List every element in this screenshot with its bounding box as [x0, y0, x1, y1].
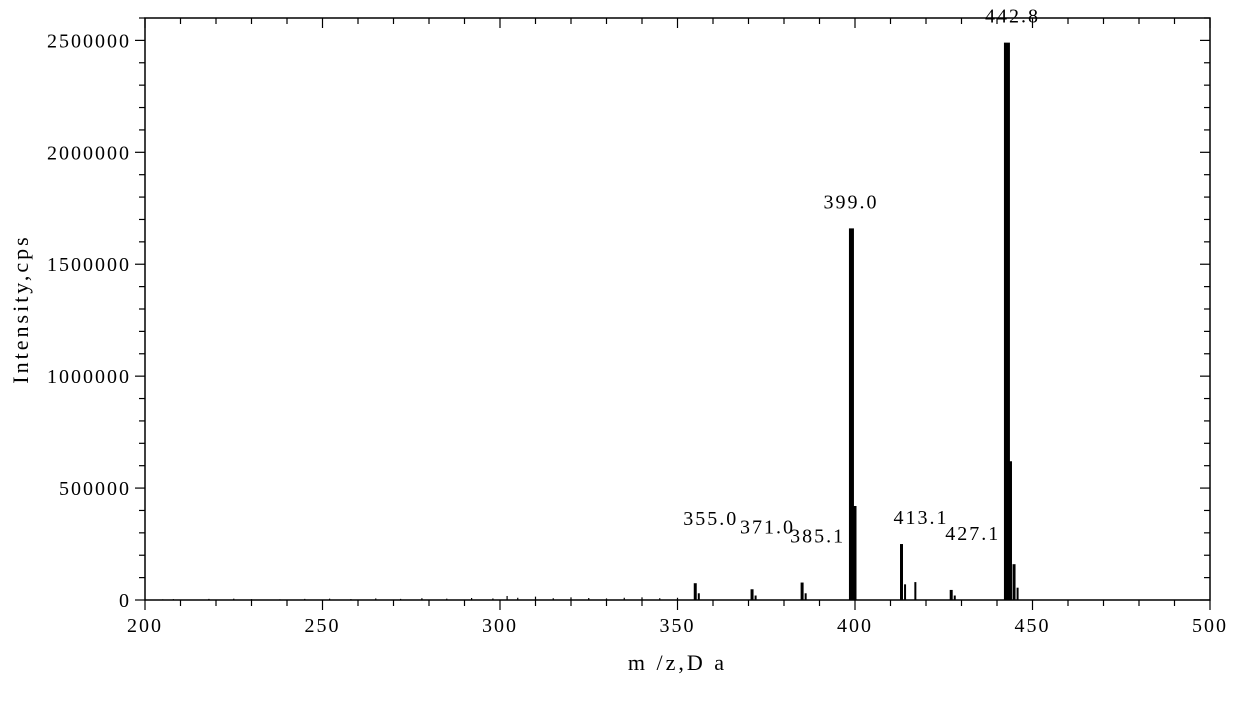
y-tick-label: 500000: [59, 478, 131, 500]
x-tick-label: 400: [837, 615, 873, 637]
y-tick-label: 1000000: [47, 366, 131, 388]
y-axis-label: Intensity,cps: [8, 234, 33, 383]
peak-label: 427.1: [945, 523, 1000, 545]
plot-frame: [145, 18, 1210, 600]
y-tick-label: 0: [119, 590, 131, 612]
x-tick-label: 300: [482, 615, 518, 637]
peak-label: 442.8: [985, 6, 1040, 28]
spectrum-svg: 200 250 300 350 400 450 500 0 500000 1000000 15000…: [0, 0, 1240, 705]
x-tick-label: 250: [305, 615, 341, 637]
x-axis-label: m /z,D a: [628, 650, 727, 675]
peak-label: 399.0: [823, 191, 878, 213]
y-tick-label: 2000000: [47, 142, 131, 164]
x-tick-label: 500: [1192, 615, 1228, 637]
peak-label: 385.1: [790, 526, 845, 548]
x-tick-label: 450: [1015, 615, 1051, 637]
peak-label: 413.1: [894, 507, 949, 529]
x-tick-label: 200: [127, 615, 163, 637]
mass-spectrum-chart: 200 250 300 350 400 450 500 0 500000 1000000 15000…: [0, 0, 1240, 705]
peak-label: 371.0: [740, 516, 795, 538]
y-tick-label: 1500000: [47, 254, 131, 276]
y-tick-label: 2500000: [47, 30, 131, 52]
x-tick-label: 350: [660, 615, 696, 637]
peak-label: 355.0: [683, 508, 738, 530]
